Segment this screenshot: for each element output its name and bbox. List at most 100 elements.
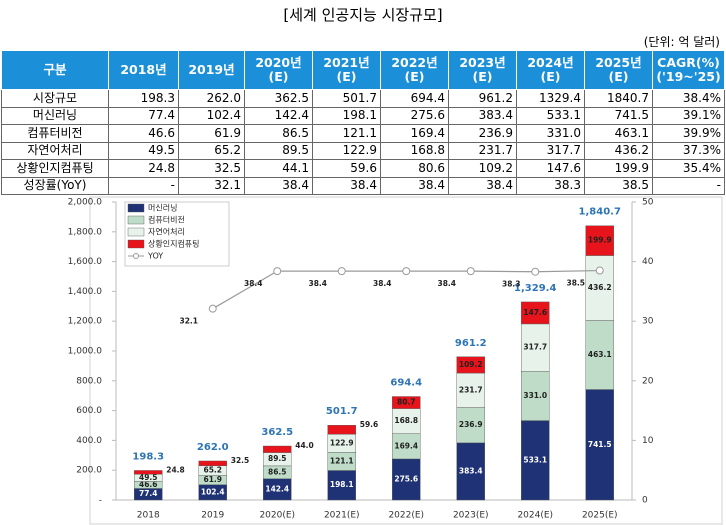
bar-segment — [521, 371, 550, 421]
segment-label: 32.5 — [231, 456, 250, 465]
segment-label: 331.0 — [523, 391, 547, 400]
y2-tick-label: 40 — [642, 257, 654, 267]
y-tick-label: 400.0 — [76, 436, 102, 446]
cell: 463.1 — [584, 124, 653, 143]
legend-swatch — [127, 203, 145, 213]
y-tick-label: 600.0 — [76, 406, 102, 416]
y2-tick-label: 10 — [642, 436, 654, 446]
market-table: 구분 2018년 2019년 2020년(E) 2021년(E) 2022년(E) 2023… — [1, 50, 725, 195]
line-point — [595, 266, 604, 275]
header-cell: 구분 — [1, 50, 109, 90]
segment-label: 61.9 — [203, 475, 222, 484]
header-row: 구분 2018년 2019년 2020년(E) 2021년(E) 2022년(E) 2023… — [1, 50, 725, 90]
chart-frame — [89, 196, 723, 525]
segment-label: 142.4 — [265, 484, 289, 493]
table-row: 자연어처리 49.5 65.2 89.5 122.9 168.8 231.7 317.7 436… — [1, 141, 725, 160]
cell: 168.8 — [380, 141, 449, 160]
cell: 46.6 — [108, 124, 179, 143]
cell: 169.4 — [380, 124, 449, 143]
cell: 38.4 — [244, 176, 313, 195]
legend-label: 자연어처리 — [148, 227, 185, 237]
line-point — [531, 267, 540, 276]
y2-tick-label: 30 — [642, 317, 654, 327]
segment-label: 59.6 — [360, 420, 379, 429]
cell: 80.6 — [380, 159, 449, 178]
cell: 89.5 — [244, 141, 313, 160]
cell: 38.4 — [380, 176, 449, 195]
table-row: 성장률(YoY) -32.1 38.4 38.4 38.4 38.4 38.3 38.5- — [1, 176, 725, 195]
line-label: 38.4 — [244, 279, 263, 288]
line-point — [208, 304, 217, 313]
header-cell: 2019년 — [178, 50, 245, 90]
cell: 198.1 — [312, 106, 381, 125]
segment-label: 122.9 — [330, 438, 354, 447]
header-cell: 2023년(E) — [448, 50, 517, 90]
total-label: 501.7 — [326, 406, 358, 417]
header-cell: 2018년 — [108, 50, 179, 90]
bar-segment — [585, 320, 614, 390]
header-cell: 2022년(E) — [380, 50, 449, 90]
y-tick-label: 1,200.0 — [68, 317, 103, 327]
y2-tick-label: 20 — [642, 376, 654, 386]
chart: - 200.0 400.0 600.0 800.0 1,000.0 1,200.0 1,400… — [68, 196, 723, 525]
bar-segment — [456, 442, 485, 501]
bar-segment — [392, 396, 421, 409]
y-tick-label: 1,800.0 — [68, 227, 103, 237]
segment-label: 198.1 — [330, 480, 354, 489]
legend-swatch — [127, 239, 145, 249]
cell: 39.9% — [652, 124, 725, 143]
segment-label: 102.4 — [201, 487, 225, 496]
bar-segment — [521, 301, 550, 325]
cell: 501.7 — [312, 89, 381, 108]
unit-note: (단위: 억 달러) — [643, 35, 720, 49]
cell: 231.7 — [448, 141, 517, 160]
segment-label: 741.5 — [588, 440, 612, 449]
line-label: 38.5 — [566, 279, 585, 288]
total-label: 961.2 — [455, 338, 487, 349]
total-label: 1,840.7 — [579, 207, 621, 218]
cell: 35.4% — [652, 159, 725, 178]
cell: 39.1% — [652, 106, 725, 125]
cell: 38.4 — [448, 176, 517, 195]
bar-segment — [198, 460, 227, 467]
cell: 147.6 — [516, 159, 585, 178]
cell: 44.1 — [244, 159, 313, 178]
cell: 121.1 — [312, 124, 381, 143]
segment-label: 383.4 — [459, 466, 483, 475]
row-label: 머신러닝 — [1, 106, 109, 125]
cell: 32.1 — [178, 176, 245, 195]
y-tick-label: 800.0 — [76, 376, 102, 386]
cell: 1329.4 — [516, 89, 585, 108]
cell: 49.5 — [108, 141, 179, 160]
cell: 61.9 — [178, 124, 245, 143]
cell: 961.2 — [448, 89, 517, 108]
cell: 1840.7 — [584, 89, 653, 108]
line-label: 38.4 — [437, 279, 456, 288]
cell: 109.2 — [448, 159, 517, 178]
row-label: 성장률(YoY) — [1, 176, 109, 195]
y-tick-label: - — [99, 496, 102, 506]
cell: 65.2 — [178, 141, 245, 160]
x-tick-label: 2022(E) — [388, 511, 424, 521]
table-body: 시장규모 198.3 262.0 362.5 501.7 694.4 961.2 1329.4… — [1, 89, 725, 195]
legend-swatch — [127, 215, 145, 225]
segment-label: 533.1 — [523, 455, 547, 464]
segment-label: 121.1 — [330, 456, 354, 465]
cell: 102.4 — [178, 106, 245, 125]
doc-title: [세계 인공지능 시장규모] — [283, 6, 443, 24]
total-label: 1,329.4 — [514, 283, 556, 294]
x-tick-label: 2018 — [137, 511, 160, 521]
line-label: 38.3 — [502, 280, 521, 289]
bar-segment — [521, 323, 550, 372]
row-label: 자연어처리 — [1, 141, 109, 160]
bar-segment — [456, 372, 485, 408]
segment-label: 77.4 — [139, 489, 158, 498]
line-point — [402, 267, 411, 276]
line-point — [273, 267, 282, 276]
table-row: 컴퓨터비전 46.6 61.9 86.5 121.1 169.4 236.9 331.0 463… — [1, 124, 725, 143]
segment-label: 317.7 — [523, 343, 547, 352]
cell: 77.4 — [108, 106, 179, 125]
bar-segment — [263, 445, 292, 453]
row-label: 시장규모 — [1, 89, 109, 108]
bar-segment — [585, 225, 614, 256]
